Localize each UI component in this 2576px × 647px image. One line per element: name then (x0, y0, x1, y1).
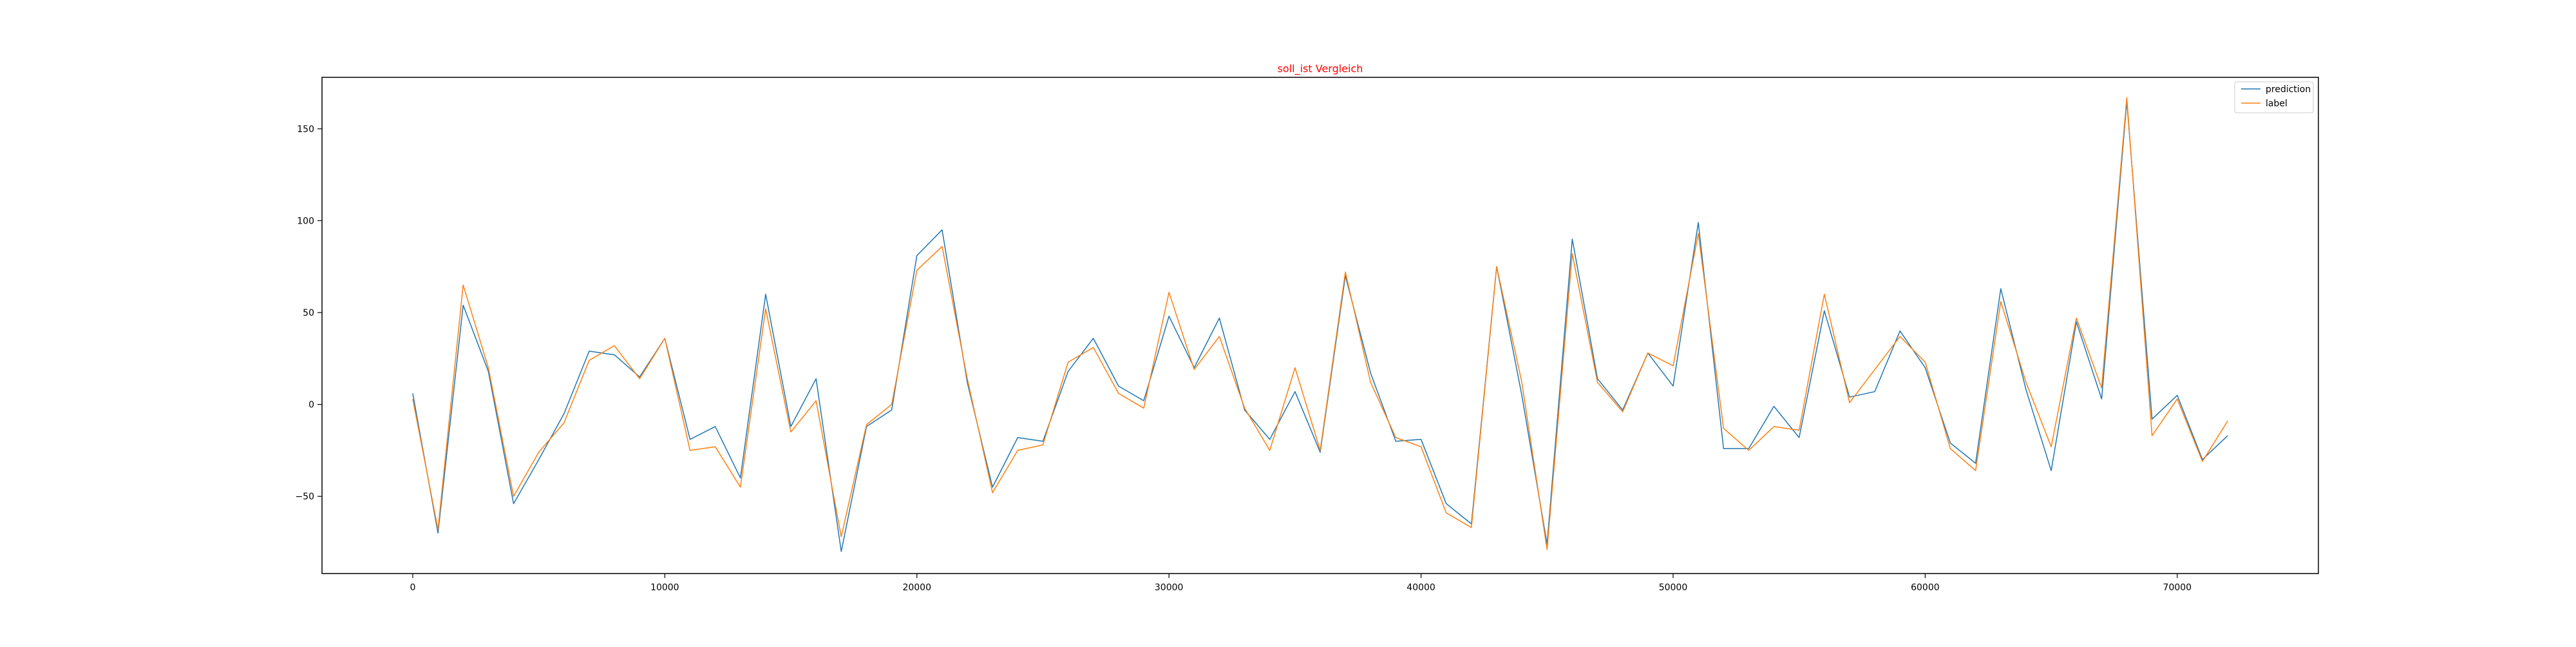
plot-frame (321, 77, 2319, 574)
plot-series (412, 97, 2228, 552)
series-line-label (412, 97, 2228, 550)
x-tick-label: 10000 (650, 583, 679, 593)
x-tick-label: 70000 (2163, 583, 2192, 593)
y-tick-label: 150 (297, 124, 314, 135)
legend: prediction label (2234, 81, 2314, 113)
x-tick-label: 50000 (1659, 583, 1688, 593)
x-tick-label: 0 (410, 583, 415, 593)
x-axis: 0 10000 20000 30000 40000 50000 60000 70000 (410, 574, 2192, 593)
chart-title: soll_ist Vergleich (1278, 63, 1363, 75)
y-tick-label: −50 (295, 492, 314, 502)
x-tick-label: 40000 (1406, 583, 1435, 593)
x-tick-label: 60000 (1911, 583, 1940, 593)
y-tick-label: 0 (308, 400, 314, 410)
y-tick-label: 50 (303, 308, 314, 318)
legend-box (2234, 81, 2314, 113)
x-tick-label: 30000 (1155, 583, 1184, 593)
y-axis: −50 0 50 100 150 (295, 124, 322, 502)
x-tick-label: 20000 (902, 583, 931, 593)
legend-label-prediction: prediction (2266, 84, 2311, 95)
y-tick-label: 100 (297, 216, 314, 226)
series-line-prediction (412, 101, 2228, 552)
legend-label-label: label (2266, 99, 2287, 109)
